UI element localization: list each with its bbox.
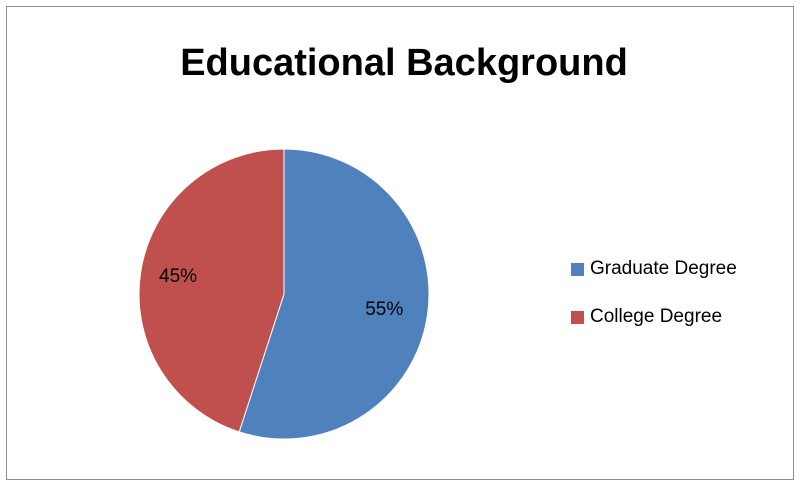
legend-label-graduate-degree: Graduate Degree	[590, 258, 737, 280]
legend-swatch-graduate-degree	[571, 263, 584, 276]
legend-label-college-degree: College Degree	[590, 306, 722, 328]
legend-item-college-degree: College Degree	[571, 304, 737, 330]
legend: Graduate Degree College Degree	[571, 256, 737, 352]
data-label-graduate-degree: 55%	[365, 299, 403, 320]
data-label-college-degree: 45%	[159, 266, 197, 287]
legend-swatch-college-degree	[571, 311, 584, 324]
legend-item-graduate-degree: Graduate Degree	[571, 256, 737, 282]
